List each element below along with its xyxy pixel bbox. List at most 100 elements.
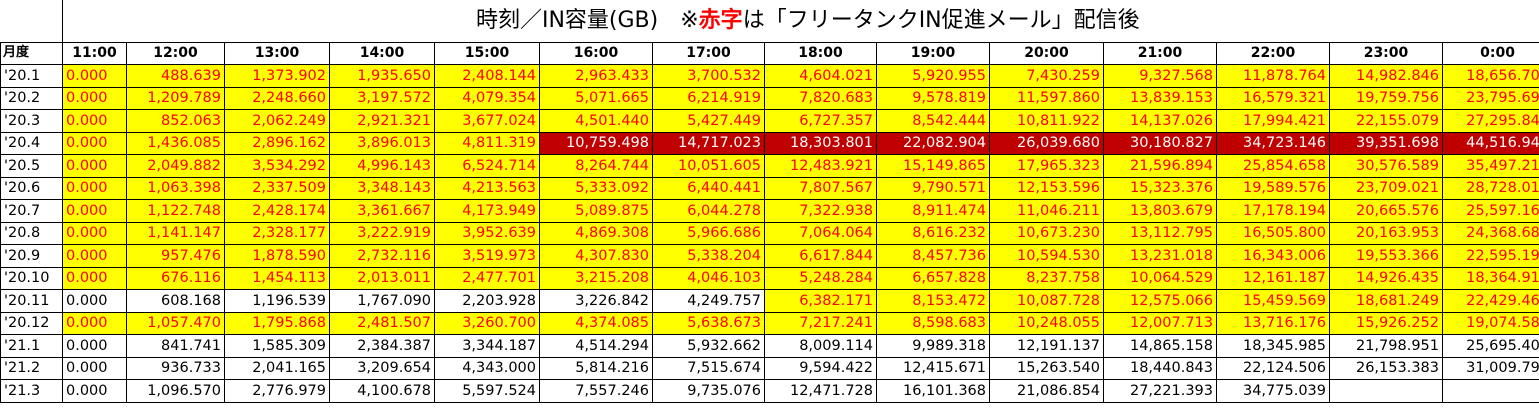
value-cell: 6,214.919 <box>652 86 765 110</box>
value-cell: 12,575.066 <box>1103 289 1217 313</box>
time-column-header: 16:00 <box>539 41 653 65</box>
value-cell: 15,926.252 <box>1329 311 1443 335</box>
title-corner <box>0 0 63 43</box>
time-column-header: 15:00 <box>434 41 540 65</box>
value-cell: 5,338.204 <box>652 244 765 268</box>
value-cell: 13,803.679 <box>1103 199 1217 223</box>
time-column-header: 13:00 <box>224 41 330 65</box>
value-cell: 0.000 <box>62 199 127 223</box>
table-row: '20.8 0.000 1,141.147 2,328.177 3,222.919 3,9… <box>0 221 1539 245</box>
value-cell: 5,089.875 <box>539 199 653 223</box>
value-cell: 14,717.023 <box>652 131 765 155</box>
value-cell: 3,677.024 <box>434 109 540 133</box>
value-cell: 676.116 <box>126 266 225 290</box>
time-column-header: 12:00 <box>126 41 225 65</box>
value-cell: 0.000 <box>62 266 127 290</box>
value-cell: 22,082.904 <box>876 131 990 155</box>
value-cell: 28,728.011 <box>1441 176 1539 200</box>
value-cell: 13,112.795 <box>1103 221 1217 245</box>
time-column-header: 17:00 <box>652 41 765 65</box>
value-cell: 3,226.842 <box>539 289 653 313</box>
table-row: '20.12 0.000 1,057.470 1,795.868 2,481.507 3,… <box>0 311 1539 335</box>
value-cell: 1,096.570 <box>126 379 225 403</box>
page-title: 時刻／IN容量(GB) ※赤字は「フリータンクIN促進メール」配信後 <box>61 0 1539 43</box>
value-cell: 5,966.686 <box>652 221 765 245</box>
value-cell: 10,064.529 <box>1103 266 1217 290</box>
value-cell: 2,477.701 <box>434 266 540 290</box>
value-cell: 12,161.187 <box>1216 266 1330 290</box>
value-cell: 24,368.682 <box>1441 221 1539 245</box>
time-column-header: 0:00 <box>1441 41 1539 65</box>
value-cell: 1,057.470 <box>126 311 225 335</box>
value-cell: 3,952.639 <box>434 221 540 245</box>
value-cell: 13,839.153 <box>1103 86 1217 110</box>
value-cell: 6,044.278 <box>652 199 765 223</box>
value-cell: 8,237.758 <box>989 266 1104 290</box>
value-cell: 30,180.827 <box>1103 131 1217 155</box>
value-cell: 10,811.922 <box>989 109 1104 133</box>
value-cell: 2,062.249 <box>224 109 330 133</box>
value-cell: 0.000 <box>62 176 127 200</box>
value-cell: 30,576.589 <box>1329 154 1443 178</box>
value-cell: 8,009.114 <box>764 334 877 358</box>
table-row: '21.2 0.000 936.733 2,041.165 3,209.654 4,343… <box>0 356 1539 380</box>
value-cell: 4,374.085 <box>539 311 653 335</box>
value-cell: 5,932.662 <box>652 334 765 358</box>
value-cell: 17,178.194 <box>1216 199 1330 223</box>
value-cell: 16,505.800 <box>1216 221 1330 245</box>
header-row: 月度 11:00 12:00 13:00 14:00 15:00 16:00 17:00 18… <box>0 41 1539 65</box>
value-cell: 34,775.039 <box>1216 379 1330 403</box>
value-cell: 18,656.700 <box>1441 64 1539 88</box>
value-cell: 18,681.249 <box>1329 289 1443 313</box>
value-cell: 8,153.472 <box>876 289 990 313</box>
value-cell: 6,440.441 <box>652 176 765 200</box>
table-row: '20.6 0.000 1,063.398 2,337.509 3,348.143 4,2… <box>0 176 1539 200</box>
value-cell: 7,807.567 <box>764 176 877 200</box>
month-cell: '20.11 <box>0 289 63 313</box>
value-cell: 19,759.756 <box>1329 86 1443 110</box>
value-cell: 4,811.319 <box>434 131 540 155</box>
title-row: 時刻／IN容量(GB) ※赤字は「フリータンクIN促進メール」配信後 <box>0 0 1539 43</box>
value-cell: 5,638.673 <box>652 311 765 335</box>
value-cell: 6,657.828 <box>876 266 990 290</box>
time-column-header: 21:00 <box>1103 41 1217 65</box>
table-row: '20.11 0.000 608.168 1,196.539 1,767.090 2,20… <box>0 289 1539 313</box>
value-cell: 4,869.308 <box>539 221 653 245</box>
value-cell: 14,982.846 <box>1329 64 1443 88</box>
value-cell: 8,911.474 <box>876 199 990 223</box>
value-cell: 2,041.165 <box>224 356 330 380</box>
table-row: '20.10 0.000 676.116 1,454.113 2,013.011 2,47… <box>0 266 1539 290</box>
value-cell: 10,087.728 <box>989 289 1104 313</box>
value-cell: 3,215.208 <box>539 266 653 290</box>
value-cell: 22,124.506 <box>1216 356 1330 380</box>
value-cell: 4,996.143 <box>329 154 435 178</box>
table-row: '20.7 0.000 1,122.748 2,428.174 3,361.667 4,1… <box>0 199 1539 223</box>
time-column-header: 19:00 <box>876 41 990 65</box>
value-cell: 13,231.018 <box>1103 244 1217 268</box>
value-cell: 4,343.000 <box>434 356 540 380</box>
value-cell: 11,878.764 <box>1216 64 1330 88</box>
month-column-header: 月度 <box>0 41 63 65</box>
value-cell: 488.639 <box>126 64 225 88</box>
value-cell: 5,427.449 <box>652 109 765 133</box>
value-cell: 4,604.021 <box>764 64 877 88</box>
value-cell: 18,345.985 <box>1216 334 1330 358</box>
value-cell: 15,149.865 <box>876 154 990 178</box>
value-cell: 20,665.576 <box>1329 199 1443 223</box>
value-cell: 6,382.171 <box>764 289 877 313</box>
value-cell: 21,086.854 <box>989 379 1104 403</box>
value-cell: 12,483.921 <box>764 154 877 178</box>
value-cell: 0.000 <box>62 379 127 403</box>
value-cell: 27,221.393 <box>1103 379 1217 403</box>
value-cell: 6,727.357 <box>764 109 877 133</box>
value-cell: 7,820.683 <box>764 86 877 110</box>
value-cell: 14,926.435 <box>1329 266 1443 290</box>
value-cell: 6,617.844 <box>764 244 877 268</box>
value-cell: 17,994.421 <box>1216 109 1330 133</box>
time-column-header: 23:00 <box>1329 41 1443 65</box>
value-cell: 5,071.665 <box>539 86 653 110</box>
value-cell: 19,074.589 <box>1441 311 1539 335</box>
value-cell: 10,051.605 <box>652 154 765 178</box>
value-cell: 3,344.187 <box>434 334 540 358</box>
month-cell: '21.2 <box>0 356 63 380</box>
